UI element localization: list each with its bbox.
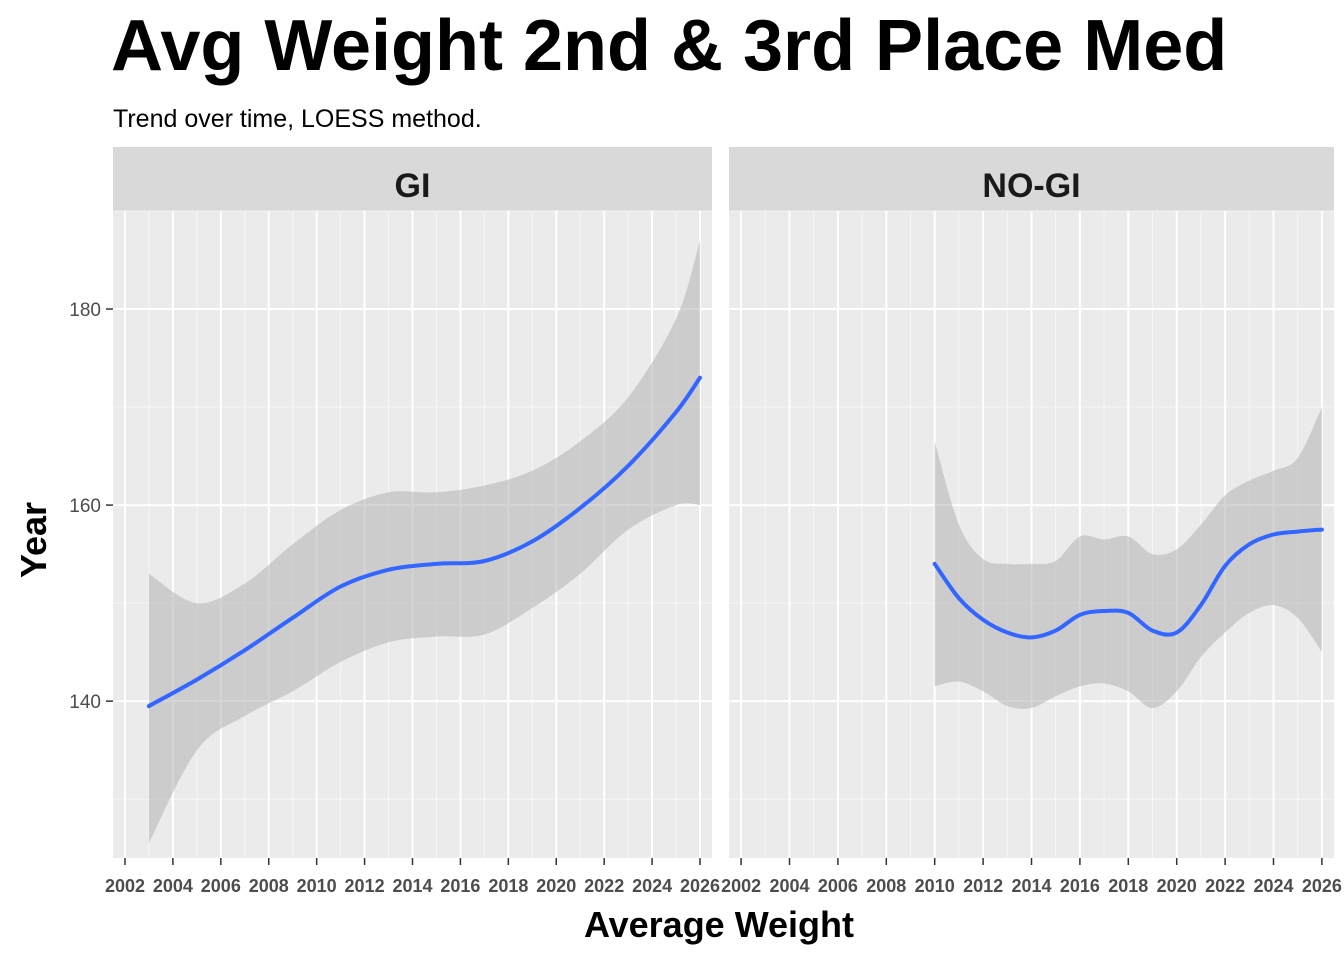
y-axis-title: Year — [13, 502, 54, 578]
x-tick-label: 2020 — [536, 876, 576, 896]
x-tick-label: 2002 — [105, 876, 145, 896]
x-tick-label: 2018 — [1108, 876, 1148, 896]
facet-label-gi: GI — [395, 167, 431, 205]
x-tick-label: 2010 — [915, 876, 955, 896]
chart-subtitle: Trend over time, LOESS method. — [113, 105, 482, 133]
x-axis-title: Average Weight — [584, 904, 854, 945]
x-tick-label: 2012 — [963, 876, 1003, 896]
x-tick-label: 2012 — [345, 876, 385, 896]
x-tick-label: 2024 — [1253, 876, 1293, 896]
x-tick-label: 2016 — [440, 876, 480, 896]
x-tick-label: 2008 — [866, 876, 906, 896]
y-axis: 140 160 180 — [69, 300, 113, 713]
gridlines-no-gi — [729, 210, 1334, 858]
x-tick-label: 2008 — [249, 876, 289, 896]
x-tick-label: 2002 — [721, 876, 761, 896]
x-tick-label: 2020 — [1157, 876, 1197, 896]
chart-title: Avg Weight 2nd & 3rd Place Med — [111, 6, 1228, 86]
panel-no-gi: NO-GI 2002 2004 2006 2008 2010 2012 2014 2016 201… — [721, 147, 1342, 896]
facet-strip-no-gi — [729, 147, 1334, 211]
x-axis-gi: 2002 2004 2006 2008 2010 2012 2014 2016 2018 2020… — [105, 858, 720, 896]
x-tick-label: 2004 — [769, 876, 809, 896]
x-tick-label: 2024 — [632, 876, 672, 896]
x-tick-label: 2026 — [680, 876, 720, 896]
x-tick-label: 2006 — [201, 876, 241, 896]
x-tick-label: 2026 — [1302, 876, 1342, 896]
x-tick-label: 2018 — [488, 876, 528, 896]
x-tick-label: 2014 — [1011, 876, 1051, 896]
x-tick-label: 2004 — [153, 876, 193, 896]
y-tick-label: 160 — [69, 496, 101, 517]
x-tick-label: 2022 — [584, 876, 624, 896]
x-tick-label: 2006 — [818, 876, 858, 896]
facet-label-no-gi: NO-GI — [982, 167, 1080, 205]
y-tick-label: 140 — [69, 692, 101, 713]
confidence-band-no-gi — [934, 407, 1322, 709]
x-tick-label: 2010 — [297, 876, 337, 896]
trend-line-gi — [146, 375, 702, 709]
y-tick-label: 180 — [69, 300, 101, 321]
trend-line-no-gi — [932, 527, 1324, 640]
x-axis-no-gi: 2002 2004 2006 2008 2010 2012 2014 2016 2018 2020… — [721, 858, 1342, 896]
x-tick-label: 2016 — [1060, 876, 1100, 896]
x-tick-label: 2014 — [392, 876, 432, 896]
facet-strip-gi — [113, 147, 712, 211]
confidence-band-gi — [148, 240, 700, 844]
x-tick-label: 2022 — [1205, 876, 1245, 896]
